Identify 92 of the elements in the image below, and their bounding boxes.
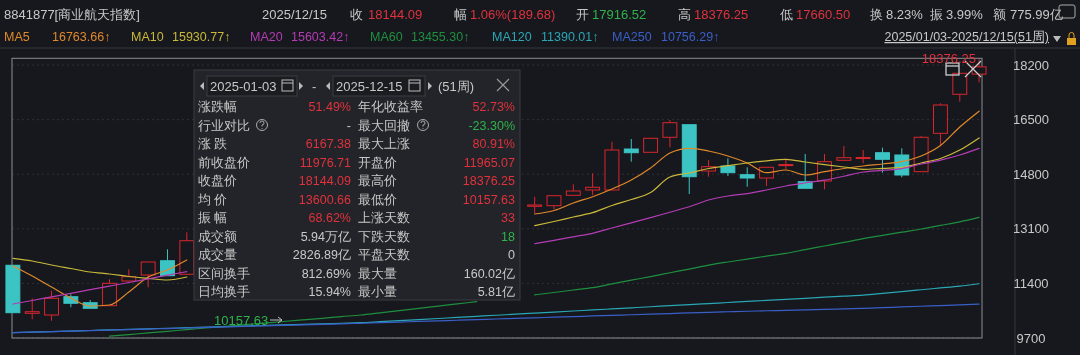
annotation: 11965.07 [463,155,516,170]
annotation: 10157.63 [214,313,269,328]
text: 15603.42↑ [291,30,350,44]
text: 17660.50 [796,7,851,22]
text: 3.99% [946,7,984,22]
text: 15930.77↑ [172,30,231,44]
annotation: 下跌天数 [358,229,410,244]
text: 17916.52 [592,7,647,22]
annotation: 平盘天数 [358,248,410,262]
annotation: 行业对比 [198,118,250,133]
annotation: 年化收益率 [358,99,423,114]
candlestick [720,157,736,177]
text: 2025/01/03-2025/12/15(51周) [884,30,1049,44]
annotation: 区间换手 [198,266,250,281]
text: 收 [350,7,363,22]
text: MA250 [612,30,652,44]
candlestick [623,138,639,163]
text: 18144.09 [368,7,423,22]
text: 1.06%(189.68) [470,7,556,22]
y-tick-label: 9700 [1016,330,1046,346]
annotation: 最低价 [358,192,397,207]
annotation: 5.81亿 [477,285,515,299]
text: 开 [576,7,589,22]
text: MA60 [370,30,403,44]
text: 10756.29↑ [661,30,720,44]
text: 额 [993,7,1006,22]
text: 振 [930,7,943,22]
annotation: 5.94万亿 [300,229,351,244]
annotation: 51.49% [308,100,351,114]
y-tick-label: 14800 [1012,166,1050,182]
annotation: - [312,79,317,94]
text: 2025/12/15 [262,7,328,22]
annotation: 成交量 [198,247,237,262]
text: 13455.30↑ [411,30,470,44]
annotation: 最小量 [358,285,397,299]
y-tick-label: 11400 [1013,275,1049,291]
annotation: - [346,118,351,133]
annotation: 最大量 [358,266,397,281]
annotation: (51周) [438,79,475,94]
annotation: 0 [508,248,516,262]
annotation: 52.73% [472,100,515,114]
text: MA10 [131,30,164,44]
annotation: 2025-12-15 [336,79,403,94]
text: 8.23% [886,7,924,22]
text: 18376.25 [694,7,749,22]
annotation: 18144.09 [298,174,352,188]
text: 11390.01↑ [541,30,599,44]
annotation: 2826.89亿 [292,248,351,262]
annotation: 振 幅 [198,211,228,225]
line-series [12,303,980,334]
annotation: 前收盘价 [198,155,250,170]
annotation: 2025-01-03 [210,79,277,94]
annotation: 160.02亿 [463,266,515,281]
text: 高 [678,7,691,22]
annotation: 13600.66 [298,192,352,207]
annotation: 开盘价 [358,155,397,170]
annotation: 68.62% [308,211,351,225]
text: 换 [870,7,883,22]
annotation: 33 [501,211,516,225]
annotation: 812.69% [301,266,351,281]
candlestick [662,119,678,148]
chart-title: 8841877[商业航天指数] [4,7,140,22]
text: MA120 [492,30,532,44]
annotation: 10157.63 [462,192,516,207]
annotation: 成交额 [198,228,237,244]
text: 775.99亿 [1010,7,1063,22]
y-tick-label: 16500 [1012,112,1050,128]
annotation: 最大上涨 [358,137,410,151]
annotation: 11976.71 [299,155,352,170]
annotation: 15.94% [308,285,351,299]
candlestick [778,159,794,170]
annotation: 涨跌幅 [198,100,237,114]
y-tick-label: 18200 [1012,57,1050,73]
annotation: 涨 跌 [198,137,228,151]
annotation: 上涨天数 [358,211,410,225]
annotation: 最高价 [358,173,397,188]
text: MA5 [4,30,30,44]
annotation: 18376.25 [921,51,977,67]
text: 低 [780,7,793,22]
text: 幅 [454,7,467,22]
annotation: 18 [501,229,516,244]
annotation: -23.30% [468,118,515,133]
text: 16763.66↑ [52,30,111,44]
annotation: 80.91% [472,137,515,151]
annotation: 收盘价 [198,174,237,188]
text: MA20 [250,30,283,44]
annotation: 18376.25 [462,174,516,188]
annotation: 最大回撤 [358,118,410,133]
y-tick-label: 13100 [1012,221,1050,237]
annotation: 日均换手 [198,285,250,299]
annotation: 6167.38 [305,137,352,151]
annotation: 均 价 [197,192,228,207]
